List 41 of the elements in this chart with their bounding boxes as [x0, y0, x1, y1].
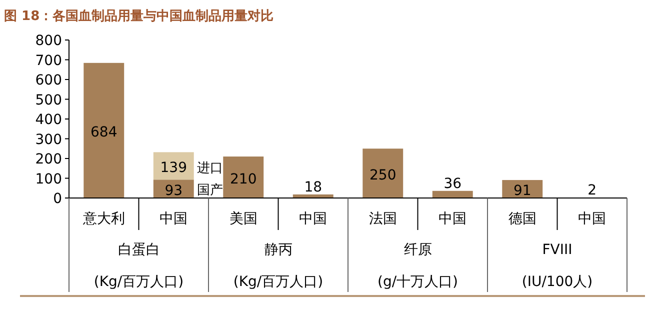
data-label: 93	[164, 182, 183, 199]
data-label: 18	[304, 179, 322, 196]
bar	[362, 148, 404, 198]
data-label: 36	[444, 176, 462, 192]
bar	[432, 190, 473, 198]
data-label: 139	[160, 160, 187, 176]
x-tick-label: 中国	[160, 211, 188, 227]
text: 白蛋白	[118, 242, 160, 258]
x-tick-label: 法国	[368, 211, 397, 227]
bar	[223, 156, 264, 198]
y-tick-label: 100	[35, 171, 62, 188]
data-label: 210	[230, 171, 257, 188]
text: FVIII	[542, 242, 572, 258]
text: (IU/100人)	[522, 274, 593, 290]
series-label: 进口	[196, 160, 223, 176]
series-label: 国产	[196, 183, 223, 198]
x-tick-label: 中国	[578, 211, 606, 227]
y-tick-label: 400	[35, 112, 62, 128]
y-tick-label: 700	[35, 52, 62, 69]
y-tick-label: 500	[35, 92, 62, 108]
data-label: 250	[370, 167, 396, 184]
y-tick-label: 300	[35, 132, 62, 148]
x-tick-label: 美国	[229, 211, 258, 227]
x-tick-label: 中国	[438, 211, 467, 227]
text: (Kg/百万人口)	[233, 274, 324, 290]
chart-title: 图 18：各国血制品用量与中国血制品用量对比	[4, 9, 274, 24]
x-tick-label: 中国	[299, 211, 328, 227]
y-tick-label: 600	[35, 72, 62, 88]
bar	[84, 62, 124, 198]
x-tick-label: 意大利	[82, 211, 125, 227]
y-tick-label: 0	[53, 191, 62, 207]
text: 纤原	[404, 242, 432, 258]
text: (g/十万人口)	[377, 274, 458, 290]
text: 静丙	[264, 242, 292, 258]
y-tick-label: 800	[35, 33, 62, 49]
x-tick-label: 德国	[508, 211, 536, 227]
text: (Kg/百万人口)	[94, 274, 184, 290]
data-label: 684	[90, 124, 118, 140]
data-label: 91	[513, 183, 532, 200]
y-tick-label: 200	[35, 152, 62, 168]
data-label: 2	[588, 182, 597, 199]
